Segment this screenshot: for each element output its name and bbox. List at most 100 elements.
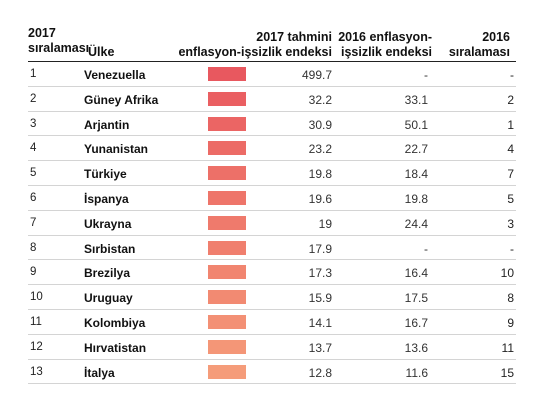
country-cell: Arjantin — [84, 117, 130, 132]
index-2016-cell: 16.7 — [404, 316, 428, 330]
rank-2016-cell: 9 — [507, 316, 514, 330]
index-2016-cell: 33.1 — [404, 92, 428, 107]
rank-2016-cell: 1 — [507, 117, 514, 132]
header-rank-2016: 2016 sıralaması — [448, 30, 510, 59]
rank-2017-cell: 4 — [30, 142, 37, 155]
rank-2016-cell: 2 — [507, 92, 514, 107]
header-index-2017: 2017 tahmini enflasyon-işsizlik endeksi — [178, 30, 332, 59]
index-2017-cell: 17.3 — [308, 266, 332, 281]
rank-2016-cell: 3 — [507, 216, 514, 231]
table-row: 1 Venezuella 499.7 - - — [0, 62, 550, 87]
row-divider — [28, 333, 516, 335]
country-cell: Yunanistan — [84, 142, 149, 157]
country-cell: Güney Afrika — [84, 92, 159, 107]
row-divider — [28, 209, 516, 211]
row-divider — [28, 284, 516, 286]
index-2017-cell: 19 — [318, 216, 332, 231]
country-cell: Venezuella — [84, 68, 146, 82]
country-cell: İtalya — [84, 365, 115, 380]
row-divider — [28, 383, 516, 385]
index-2017-cell: 12.8 — [308, 365, 332, 380]
rank-2017-cell: 3 — [30, 117, 37, 130]
index-bar — [208, 91, 246, 106]
rank-2016-cell: - — [510, 68, 514, 82]
rank-2017-cell: 2 — [30, 92, 37, 105]
table-row: 3 Arjantin 30.9 50.1 1 — [0, 112, 550, 137]
rank-2016-cell: 15 — [500, 365, 514, 380]
header-index-2016: 2016 enflasyon- işsizlik endeksi — [338, 30, 432, 59]
rank-2017-cell: 7 — [30, 216, 37, 229]
rank-2016-cell: 4 — [507, 142, 514, 157]
index-2016-cell: 16.4 — [404, 266, 428, 281]
rank-2016-cell: 10 — [500, 266, 514, 281]
row-divider — [28, 308, 516, 310]
row-divider — [28, 110, 516, 112]
index-2017-cell: 19.8 — [308, 167, 332, 182]
rank-2016-cell: 5 — [507, 192, 514, 206]
header-rank-2017: 2017 sıralaması — [28, 26, 90, 55]
table-row: 4 Yunanistan 23.2 22.7 4 — [0, 136, 550, 162]
header-rule — [28, 61, 516, 62]
index-2016-cell: 11.6 — [405, 365, 428, 380]
index-2017-cell: 32.2 — [308, 92, 332, 107]
rank-2016-cell: - — [510, 241, 514, 256]
index-2016-cell: 24.4 — [404, 216, 428, 231]
index-2016-cell: 18.4 — [404, 167, 428, 182]
table-row: 11 Kolombiya 14.1 16.7 9 — [0, 310, 550, 335]
index-2016-cell: 50.1 — [404, 117, 428, 132]
table-row: 12 Hırvatistan 13.7 13.6 11 — [0, 335, 550, 360]
rank-2016-cell: 8 — [507, 291, 514, 306]
country-cell: Hırvatistan — [84, 340, 147, 355]
row-divider — [28, 160, 516, 162]
country-cell: Türkiye — [84, 167, 127, 182]
index-2017-cell: 23.2 — [308, 142, 332, 157]
row-divider — [28, 135, 516, 137]
rank-2017-cell: 10 — [30, 291, 43, 304]
table-row: 8 Sırbistan 17.9 - - — [0, 236, 550, 261]
index-bar — [208, 364, 246, 379]
index-2016-cell: 22.7 — [404, 142, 428, 157]
index-2017-cell: 13.7 — [308, 340, 332, 355]
country-cell: Ukrayna — [84, 216, 132, 231]
index-2016-cell: 19.8 — [404, 192, 428, 206]
rank-2017-cell: 8 — [30, 241, 37, 254]
table-row: 7 Ukrayna 19 24.4 3 — [0, 211, 550, 236]
index-2017-cell: 14.1 — [308, 316, 332, 330]
table-row: 9 Brezilya 17.3 16.4 10 — [0, 260, 550, 286]
index-2016-cell: - — [424, 241, 428, 256]
row-divider — [28, 85, 516, 87]
index-2016-cell: - — [424, 68, 428, 82]
rank-2017-cell: 12 — [30, 340, 43, 353]
index-bar — [208, 315, 246, 329]
index-bar — [208, 116, 246, 131]
rank-2017-cell: 5 — [30, 167, 37, 180]
table-header: 2017 sıralaması Ülke 2017 tahmini enflas… — [0, 26, 550, 60]
index-2017-cell: 19.6 — [308, 192, 332, 206]
country-cell: Uruguay — [84, 291, 133, 306]
index-2017-cell: 30.9 — [308, 117, 332, 132]
country-cell: Brezilya — [84, 266, 131, 281]
index-bar — [208, 240, 246, 255]
table-row: 13 İtalya 12.8 11.6 15 — [0, 360, 550, 385]
index-bar — [208, 141, 246, 156]
table-row: 6 İspanya 19.6 19.8 5 — [0, 186, 550, 211]
rank-2017-cell: 13 — [30, 365, 43, 378]
rank-2016-cell: 7 — [507, 167, 514, 182]
row-divider — [28, 259, 516, 261]
rank-2017-cell: 9 — [30, 266, 37, 279]
index-2016-cell: 13.6 — [404, 340, 428, 355]
country-cell: İspanya — [84, 192, 129, 206]
row-divider — [28, 234, 516, 236]
row-divider — [28, 358, 516, 360]
index-bar — [208, 215, 246, 230]
rank-2017-cell: 11 — [30, 316, 42, 328]
country-cell: Kolombiya — [84, 316, 146, 330]
table-row: 10 Uruguay 15.9 17.5 8 — [0, 285, 550, 310]
index-bar — [208, 191, 246, 205]
row-divider — [28, 184, 516, 186]
index-bar — [208, 339, 246, 354]
rank-2017-cell: 1 — [30, 68, 37, 80]
index-2017-cell: 499.7 — [301, 68, 332, 82]
table-row: 5 Türkiye 19.8 18.4 7 — [0, 161, 550, 186]
index-2017-cell: 15.9 — [308, 291, 332, 306]
